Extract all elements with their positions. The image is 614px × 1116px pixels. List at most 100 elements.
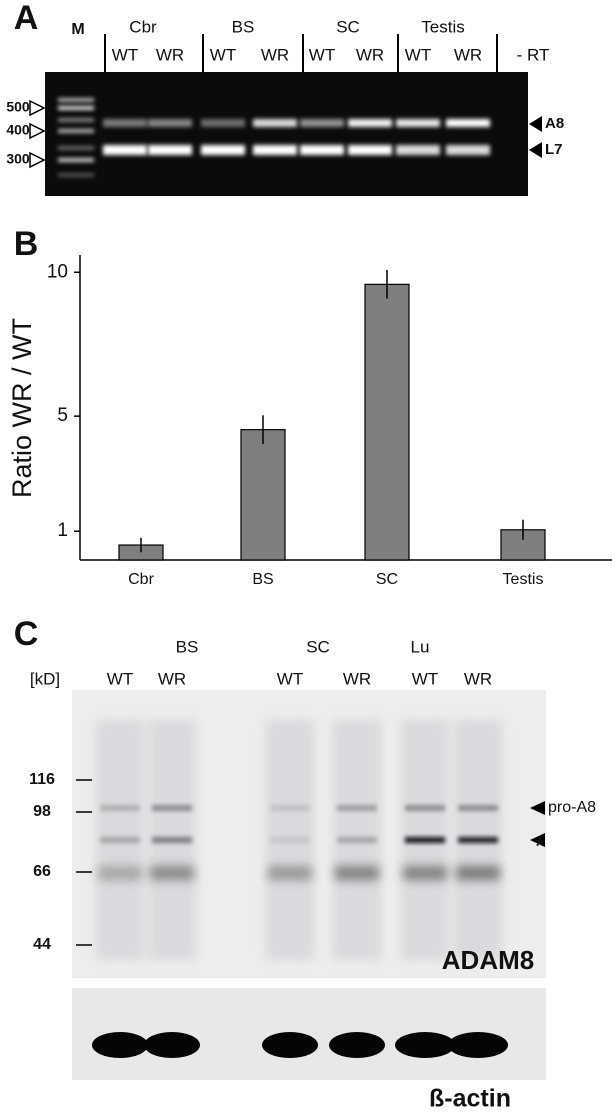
y-axis-label: Ratio WR / WT — [7, 318, 37, 498]
y-tick-label: 5 — [57, 405, 68, 426]
actin-band — [262, 1032, 318, 1058]
gel-band — [300, 145, 344, 155]
blot-band — [335, 866, 379, 880]
arrowhead — [530, 833, 545, 847]
size-marker: 300 — [6, 151, 30, 167]
gel-band — [348, 119, 392, 127]
actin-band — [92, 1032, 148, 1058]
lane-label: WT — [277, 669, 303, 688]
blot-band — [150, 866, 194, 880]
blot-band — [405, 805, 445, 811]
blot-band — [458, 837, 498, 843]
marker-lane-label: M — [71, 21, 84, 38]
blot-band — [337, 805, 377, 811]
blot-band — [268, 866, 312, 880]
y-tick-label: 10 — [47, 261, 68, 282]
gel-band — [396, 145, 440, 155]
arrow-label: * — [535, 830, 546, 861]
ladder-band — [58, 129, 94, 133]
open-arrowhead — [29, 99, 46, 117]
actin-band — [448, 1032, 508, 1058]
blot-band — [403, 866, 447, 880]
size-marker: 98 — [33, 803, 51, 820]
arrow-label: pro-A8 — [548, 799, 596, 816]
blot-band — [152, 837, 192, 843]
unit-label: [kD] — [30, 669, 60, 688]
x-tick-label: Cbr — [128, 571, 154, 588]
gel-band — [446, 119, 490, 127]
gel-band — [253, 145, 297, 155]
x-tick-label: BS — [252, 571, 273, 588]
panel-label: A — [14, 0, 39, 37]
gel-band — [201, 119, 245, 127]
gel-band — [396, 119, 440, 127]
arrowhead — [529, 116, 542, 132]
gel — [45, 72, 528, 196]
blot-band — [405, 837, 445, 843]
blot-band — [270, 805, 310, 811]
bar — [500, 529, 546, 561]
actin-band — [144, 1032, 200, 1058]
open-arrowhead — [29, 151, 46, 169]
lane-label: WT — [412, 669, 438, 688]
size-marker: 400 — [6, 122, 30, 138]
group-label: BS — [232, 17, 255, 36]
lane-label: WR — [156, 45, 184, 64]
lane-label: WR — [464, 669, 492, 688]
panel-label: C — [14, 615, 39, 653]
y-tick-label: 1 — [57, 520, 68, 541]
size-marker: 500 — [6, 99, 30, 115]
lane-label: WR — [343, 669, 371, 688]
lane-label: WT — [107, 669, 133, 688]
group-label: SC — [306, 637, 330, 656]
blot-band — [98, 866, 142, 880]
blot-band — [100, 805, 140, 811]
gel-band — [300, 119, 344, 127]
ladder-band — [58, 106, 94, 110]
group-label: SC — [336, 17, 360, 36]
blot-band — [458, 805, 498, 811]
group-label: BS — [176, 637, 199, 656]
gel-band — [103, 145, 147, 155]
lane-label: WT — [210, 45, 236, 64]
group-label: Cbr — [129, 17, 157, 36]
blot-band — [456, 866, 500, 880]
actin-band — [329, 1032, 385, 1058]
band-label: L7 — [545, 141, 563, 158]
band-label: A8 — [545, 115, 564, 132]
ladder-band — [58, 98, 94, 102]
gel-band — [201, 145, 245, 155]
size-marker: 44 — [33, 936, 51, 953]
x-tick-label: SC — [376, 571, 398, 588]
lane-label: WR — [454, 45, 482, 64]
blot-band — [152, 805, 192, 811]
gel-band — [148, 145, 192, 155]
blot-band — [270, 837, 310, 843]
blot-band — [100, 837, 140, 843]
blot-label: ADAM8 — [442, 945, 534, 975]
group-label: Lu — [411, 637, 430, 656]
open-arrowhead — [29, 122, 46, 140]
control-label: - RT — [517, 45, 550, 64]
group-label: Testis — [421, 17, 464, 36]
bar — [240, 429, 286, 561]
x-tick-label: Testis — [503, 571, 544, 588]
loading-label: ß-actin — [429, 1085, 511, 1113]
gel-band — [446, 145, 490, 155]
ladder-band — [58, 158, 94, 162]
actin-band — [395, 1032, 455, 1058]
arrowhead — [530, 801, 545, 815]
lane-label: WT — [309, 45, 335, 64]
panel-label: B — [14, 225, 39, 263]
ladder-band — [58, 146, 94, 150]
lane-label: WR — [158, 669, 186, 688]
size-marker: 116 — [29, 771, 55, 788]
arrowhead — [529, 142, 542, 158]
ladder-band — [58, 173, 94, 177]
lane-label: WR — [261, 45, 289, 64]
gel-band — [348, 145, 392, 155]
size-marker: 66 — [33, 863, 51, 880]
gel-band — [148, 119, 192, 127]
lane-label: WT — [112, 45, 138, 64]
